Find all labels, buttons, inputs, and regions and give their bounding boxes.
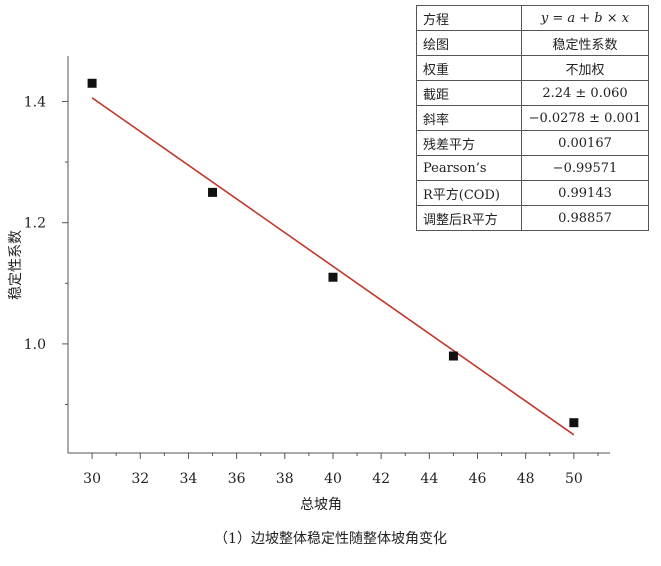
x-axis-label: 总坡角 xyxy=(300,497,342,513)
x-tick-label: 32 xyxy=(131,471,149,487)
x-tick-label: 36 xyxy=(228,471,246,487)
fit-table-value: y = a + b × x xyxy=(521,5,649,31)
data-point xyxy=(87,78,97,88)
fit-table-row: 调整后R平方 0.98857 xyxy=(416,205,649,231)
x-tick-label: 40 xyxy=(324,471,342,487)
fit-table-row: Pearson’s −0.99571 xyxy=(416,155,649,181)
fit-table-row: 斜率 −0.0278 ± 0.001 xyxy=(416,105,649,131)
x-tick-label: 46 xyxy=(469,471,487,487)
x-tick-label: 38 xyxy=(276,471,294,487)
fit-table-key: R平方(COD) xyxy=(416,180,522,206)
data-point xyxy=(569,418,579,428)
x-tick-label: 50 xyxy=(565,471,583,487)
fit-table-key: 绘图 xyxy=(416,30,522,56)
fit-table-value: 不加权 xyxy=(521,55,649,81)
data-point xyxy=(448,351,458,361)
fit-table-row: 绘图 稳定性系数 xyxy=(416,30,649,56)
fit-table-value: 2.24 ± 0.060 xyxy=(521,80,649,106)
fit-table-value: 稳定性系数 xyxy=(521,30,649,56)
fit-table-key: Pearson’s xyxy=(416,155,522,181)
x-tick-label: 34 xyxy=(180,471,198,487)
fit-table-row: 权重 不加权 xyxy=(416,55,649,81)
y-tick-label: 1.0 xyxy=(24,337,46,353)
x-tick-label: 48 xyxy=(517,471,535,487)
fit-line xyxy=(91,97,575,436)
data-point xyxy=(328,272,338,282)
y-axis-label: 稳定性系数 xyxy=(8,230,24,300)
fit-table-row: 残差平方 0.00167 xyxy=(416,130,649,156)
fit-table-key: 调整后R平方 xyxy=(416,205,522,231)
chart-axes xyxy=(67,56,610,454)
fit-table-row: R平方(COD) 0.99143 xyxy=(416,180,649,206)
fit-table-value: 0.99143 xyxy=(521,180,649,206)
y-tick-label: 1.4 xyxy=(24,94,46,110)
fit-table-value: −0.0278 ± 0.001 xyxy=(521,105,649,131)
fit-results-table: 方程 y = a + b × x 绘图 稳定性系数 权重 不加权 截距 2.24 ± 0.06… xyxy=(416,5,649,231)
fit-table-key: 方程 xyxy=(416,5,522,31)
x-tick-label: 44 xyxy=(420,471,438,487)
figure-caption: （1）边坡整体稳定性随整体坡角变化 xyxy=(214,531,447,547)
fit-table-key: 权重 xyxy=(416,55,522,81)
fit-table-row: 截距 2.24 ± 0.060 xyxy=(416,80,649,106)
fit-table-row: 方程 y = a + b × x xyxy=(416,5,649,31)
fit-table-value: −0.99571 xyxy=(521,155,649,181)
data-point xyxy=(208,187,218,197)
x-tick-label: 30 xyxy=(83,471,101,487)
fit-line-group xyxy=(91,97,575,436)
fit-table-value: 0.98857 xyxy=(521,205,649,231)
data-points xyxy=(87,78,579,428)
fit-table-key: 残差平方 xyxy=(416,130,522,156)
fit-table-key: 斜率 xyxy=(416,105,522,131)
x-tick-label: 42 xyxy=(372,471,390,487)
fit-table-value: 0.00167 xyxy=(521,130,649,156)
y-tick-label: 1.2 xyxy=(24,216,46,232)
chart-ticks: 30 32 34 36 38 40 42 44 46 48 50 1.0 1.2 1.4 xyxy=(24,94,599,487)
fit-table-key: 截距 xyxy=(416,80,522,106)
